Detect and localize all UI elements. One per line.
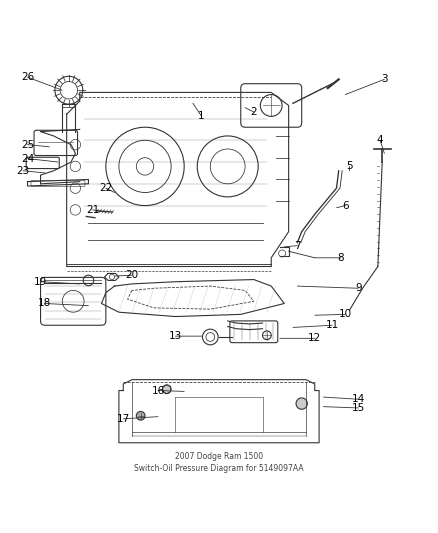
Text: 20: 20	[125, 270, 138, 280]
Text: 24: 24	[21, 154, 34, 164]
Text: 6: 6	[342, 200, 349, 211]
Text: 11: 11	[325, 320, 339, 330]
Text: 4: 4	[377, 135, 383, 146]
Circle shape	[162, 385, 171, 393]
Text: 9: 9	[355, 283, 362, 293]
Text: 13: 13	[169, 331, 182, 341]
Text: 2: 2	[251, 107, 257, 117]
Text: 5: 5	[346, 161, 353, 172]
Circle shape	[136, 411, 145, 420]
Text: 18: 18	[38, 298, 52, 309]
Text: 3: 3	[381, 75, 388, 84]
Text: 22: 22	[99, 183, 113, 193]
Text: 12: 12	[308, 333, 321, 343]
Text: 15: 15	[352, 403, 365, 413]
Text: 19: 19	[34, 277, 47, 287]
Text: 26: 26	[21, 72, 34, 82]
Text: 23: 23	[17, 166, 30, 176]
Text: 14: 14	[352, 394, 365, 404]
Text: 16: 16	[152, 385, 165, 395]
Text: 17: 17	[117, 414, 130, 424]
Text: 7: 7	[294, 240, 300, 251]
Text: 1: 1	[198, 111, 205, 122]
Text: 2007 Dodge Ram 1500
Switch-Oil Pressure Diagram for 5149097AA: 2007 Dodge Ram 1500 Switch-Oil Pressure …	[134, 453, 304, 473]
Text: 8: 8	[338, 253, 344, 263]
Text: 25: 25	[21, 140, 34, 150]
Text: 21: 21	[86, 205, 99, 215]
Circle shape	[296, 398, 307, 409]
Text: 10: 10	[339, 309, 352, 319]
